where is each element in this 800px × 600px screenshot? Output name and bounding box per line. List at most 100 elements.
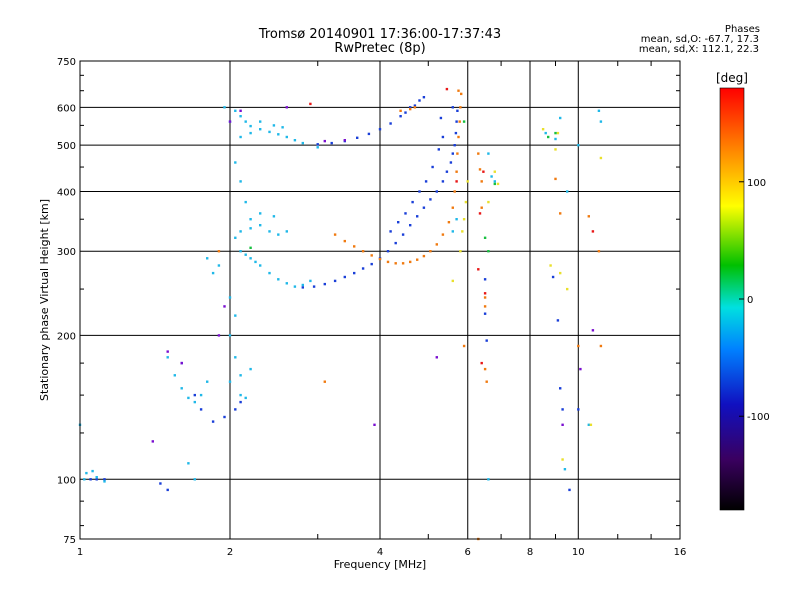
data-point (551, 275, 555, 279)
data-point (459, 250, 462, 253)
data-point (459, 106, 462, 109)
data-point (477, 268, 480, 271)
data-point (259, 212, 262, 215)
data-point (343, 139, 346, 142)
data-point (103, 480, 106, 483)
data-point (480, 206, 483, 209)
data-point (330, 141, 333, 145)
data-point (483, 367, 487, 371)
data-point (187, 396, 190, 400)
data-point (487, 152, 490, 155)
data-point (435, 190, 438, 193)
data-point (239, 115, 242, 118)
data-point (343, 275, 346, 279)
data-point (591, 230, 595, 233)
data-point (461, 230, 464, 233)
data-point (439, 116, 443, 120)
data-point (166, 356, 169, 359)
data-point (404, 111, 407, 114)
data-point (454, 131, 458, 135)
data-point (370, 254, 373, 257)
data-point (559, 116, 562, 120)
data-point (429, 250, 432, 253)
data-point (401, 233, 405, 236)
data-point (577, 144, 580, 147)
data-point (234, 314, 237, 317)
data-point (566, 287, 569, 291)
data-point (493, 180, 496, 183)
data-point (206, 257, 209, 260)
data-point (547, 135, 550, 139)
data-point (223, 106, 226, 109)
data-point (413, 106, 417, 109)
data-point (244, 253, 247, 256)
data-point (95, 478, 98, 481)
data-point (404, 212, 407, 215)
x-tick-label: 2 (227, 547, 233, 558)
data-point (397, 221, 400, 224)
data-point (561, 408, 564, 411)
data-point (587, 215, 590, 218)
data-point (411, 200, 414, 204)
data-point (441, 135, 445, 139)
data-point (451, 230, 454, 233)
data-point (244, 120, 247, 123)
data-point (285, 135, 288, 139)
data-point (239, 374, 242, 377)
data-point (456, 109, 459, 112)
data-point (435, 356, 438, 359)
data-point (316, 143, 319, 146)
data-point (544, 131, 547, 135)
data-point (249, 131, 252, 135)
y-axis-ticks: 75 100 200 300 400 500 600 750 (57, 57, 680, 546)
data-point (591, 329, 595, 332)
data-point (422, 206, 426, 209)
data-point (441, 233, 445, 236)
colorbar-ticks: 100 0 -100 (739, 178, 770, 423)
data-point (416, 258, 419, 261)
data-point (277, 278, 280, 281)
data-point (418, 190, 421, 193)
plot-frame (79, 60, 681, 540)
data-point (239, 180, 242, 183)
data-point (401, 262, 405, 265)
data-point (103, 478, 106, 481)
colorbar-label: [deg] (716, 71, 748, 85)
data-point (234, 356, 237, 359)
data-point (228, 334, 232, 337)
x-tick-label: 8 (527, 547, 533, 558)
chart-title: Tromsø 20140901 17:36:00-17:37:43 (258, 27, 502, 42)
data-point (223, 305, 226, 308)
data-point (301, 141, 304, 145)
data-point (462, 120, 466, 123)
data-point (490, 175, 493, 178)
data-point (217, 250, 221, 253)
data-point (483, 278, 487, 281)
data-point (559, 387, 562, 390)
data-point (587, 423, 590, 426)
data-point (556, 131, 560, 135)
data-point (451, 106, 454, 109)
data-point (285, 282, 288, 285)
data-point (217, 264, 221, 267)
data-point (554, 131, 557, 135)
data-point (599, 120, 603, 123)
data-point (239, 135, 242, 139)
data-point (599, 156, 603, 160)
data-point (483, 312, 487, 315)
y-tick-label: 600 (57, 103, 76, 114)
data-point (333, 233, 337, 236)
x-tick-label: 6 (465, 547, 471, 558)
data-point (234, 408, 237, 411)
data-point (272, 215, 276, 218)
data-point (453, 144, 456, 147)
y-tick-label: 400 (57, 187, 76, 198)
data-point (249, 218, 252, 221)
data-point (478, 168, 482, 171)
data-point (445, 170, 449, 173)
data-point (211, 420, 215, 423)
data-point (386, 250, 390, 253)
data-point (228, 380, 232, 383)
data-point (457, 135, 460, 139)
data-point (386, 260, 390, 264)
